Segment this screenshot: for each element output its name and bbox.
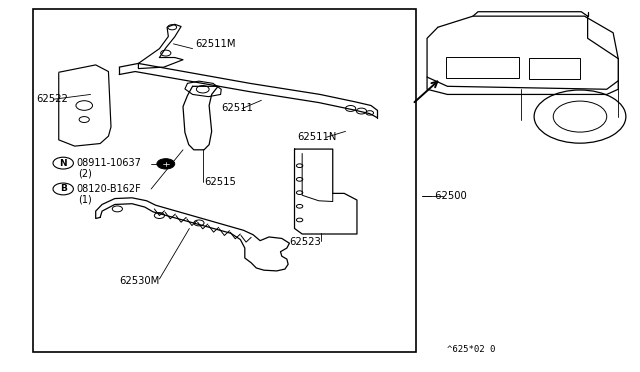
Text: 62515: 62515: [204, 177, 236, 187]
Circle shape: [157, 159, 175, 169]
Bar: [529, 58, 580, 79]
Text: B: B: [60, 185, 67, 193]
Text: (1): (1): [79, 194, 92, 204]
Text: 62511M: 62511M: [196, 39, 236, 49]
Text: 08911-10637: 08911-10637: [77, 158, 141, 168]
Text: ^625*02 0: ^625*02 0: [447, 345, 496, 354]
Text: 62511N: 62511N: [298, 132, 337, 142]
Text: 62511: 62511: [221, 103, 253, 113]
Text: N: N: [60, 158, 67, 168]
Text: — 62500: — 62500: [422, 191, 467, 201]
Bar: [33, 9, 415, 352]
Text: 62522: 62522: [36, 94, 68, 104]
Text: 62530M: 62530M: [119, 276, 159, 286]
Text: (2): (2): [79, 169, 92, 179]
Text: 08120-B162F: 08120-B162F: [77, 184, 141, 194]
Bar: [446, 57, 520, 78]
Text: 62523: 62523: [289, 237, 321, 247]
